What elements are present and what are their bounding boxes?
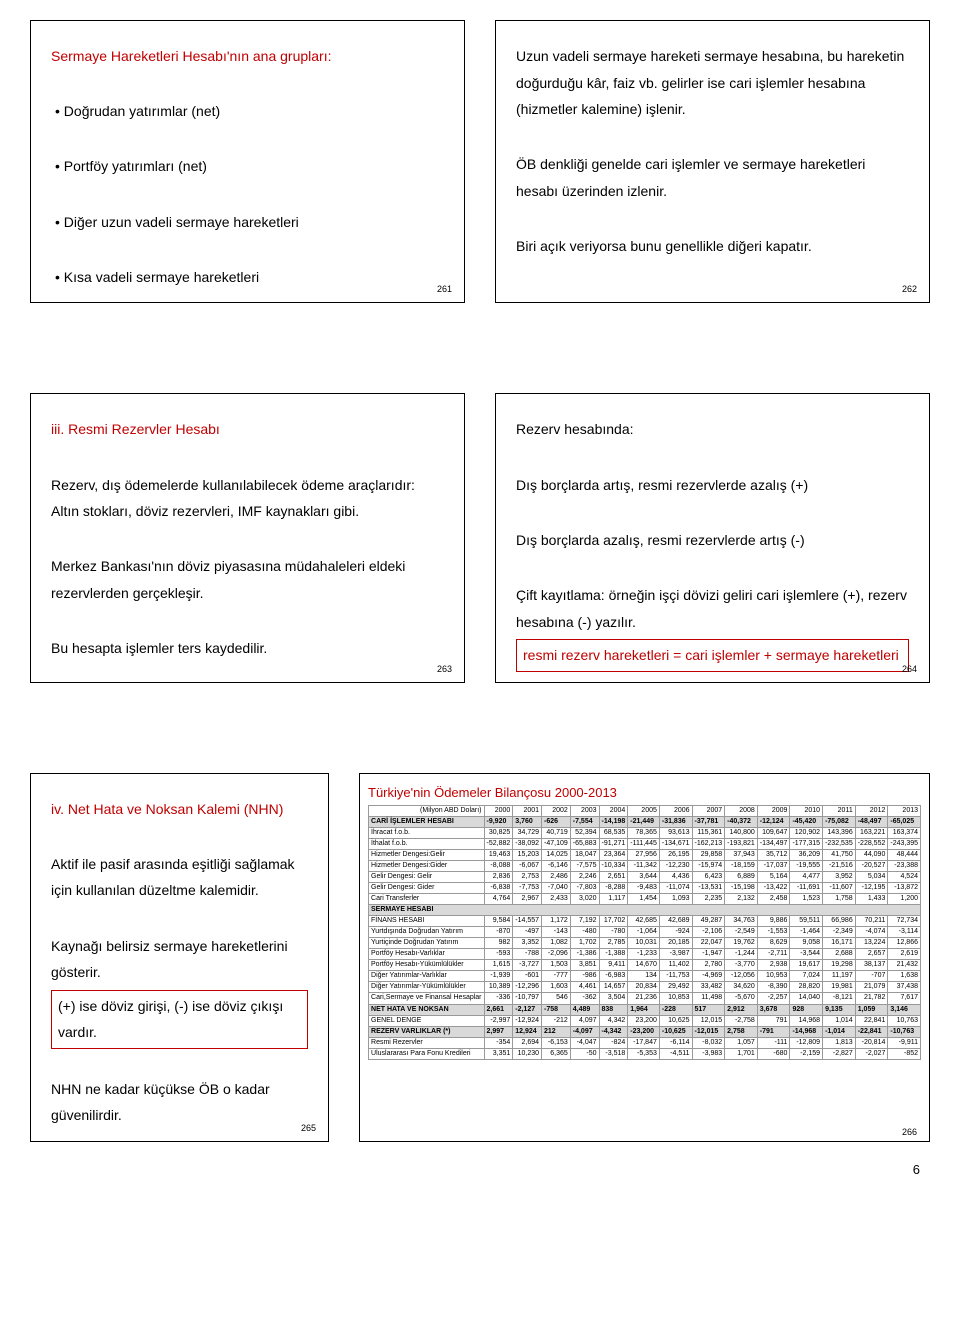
year-header: 2007 xyxy=(692,805,725,816)
slide-263-title: iii. Resmi Rezervler Hesabı xyxy=(51,416,444,443)
table-row: Diğer Yatırımlar-Varlıklar-1,939-601-777… xyxy=(369,971,921,982)
row-1: Sermaye Hareketleri Hesabı'nın ana grupl… xyxy=(30,20,930,303)
table-row: CARİ İŞLEMLER HESABI-9,9203,760-626-7,55… xyxy=(369,816,921,827)
bullet-1: • Doğrudan yatırımlar (net) xyxy=(55,98,444,125)
slide-265: iv. Net Hata ve Noksan Kalemi (NHN) Akti… xyxy=(30,773,329,1142)
table-row: Gelir Dengesi: Gelir2,8362,7532,4862,246… xyxy=(369,871,921,882)
slide-number: 262 xyxy=(902,281,917,298)
para-1: Dış borçlarda artış, resmi rezervlerde a… xyxy=(516,472,909,499)
year-header: 2005 xyxy=(628,805,660,816)
para-3: Biri açık veriyorsa bunu genellikle diğe… xyxy=(516,233,909,260)
table-row: Yurtdışında Doğrudan Yatırım-870-497-143… xyxy=(369,927,921,938)
slide-number: 261 xyxy=(437,281,452,298)
para-2: Dış borçlarda azalış, resmi rezervlerde … xyxy=(516,527,909,554)
table-title: Türkiye'nin Ödemeler Bilançosu 2000-2013 xyxy=(368,786,921,799)
table-row: NET HATA VE NOKSAN2,661-2,127-7584,48983… xyxy=(369,1004,921,1015)
table-row: Resmi Rezervler-3542,694-6,153-4,047-824… xyxy=(369,1037,921,1048)
slide-266: Türkiye'nin Ödemeler Bilançosu 2000-2013… xyxy=(359,773,930,1142)
table-row: FİNANS HESABI9,584-14,5571,1727,19217,70… xyxy=(369,916,921,927)
para-t: Rezerv hesabında: xyxy=(516,416,909,443)
year-header: 2008 xyxy=(725,805,758,816)
year-header: 2002 xyxy=(542,805,571,816)
table-row: Cari Transferler4,7642,9672,4333,0201,11… xyxy=(369,894,921,905)
unit-cell: (Milyon ABD Doları) xyxy=(369,805,485,816)
bop-table-wrap: (Milyon ABD Doları)200020012002200320042… xyxy=(368,805,921,1060)
para-3: Bu hesapta işlemler ters kaydedilir. xyxy=(51,635,444,662)
row-2: iii. Resmi Rezervler Hesabı Rezerv, dış … xyxy=(30,393,930,682)
slide-261: Sermaye Hareketleri Hesabı'nın ana grupl… xyxy=(30,20,465,303)
table-row: Hizmetler Dengesi:Gider-8,088-6,067-6,14… xyxy=(369,860,921,871)
para-1: Rezerv, dış ödemelerde kullanılabilecek … xyxy=(51,472,444,525)
para-3: NHN ne kadar küçükse ÖB o kadar güvenili… xyxy=(51,1076,308,1129)
table-row: Portföy Hesabı-Varlıklar-593-788-2,096-1… xyxy=(369,949,921,960)
table-row: GENEL DENGE-2,997-12,924-2124,0974,34223… xyxy=(369,1015,921,1026)
bullet-2: • Portföy yatırımları (net) xyxy=(55,153,444,180)
table-row: Diğer Yatırımlar-Yükümlülükler10,389-12,… xyxy=(369,982,921,993)
rule-box: (+) ise döviz girişi, (-) ise döviz çıkı… xyxy=(51,990,308,1049)
year-header: 2001 xyxy=(513,805,542,816)
bullet-4: • Kısa vadeli sermaye hareketleri xyxy=(55,264,444,291)
year-header: 2000 xyxy=(484,805,513,816)
para-1: Uzun vadeli sermaye hareketi sermaye hes… xyxy=(516,43,909,123)
slide-number: 266 xyxy=(902,1128,917,1137)
para-3: Çift kayıtlama: örneğin işçi dövizi geli… xyxy=(516,582,909,635)
year-header: 2011 xyxy=(823,805,856,816)
table-row: Hizmetler Dengesi:Gelir19,46315,20314,02… xyxy=(369,849,921,860)
formula-box: resmi rezerv hareketleri = cari işlemler… xyxy=(516,639,909,672)
table-row: SERMAYE HESABI xyxy=(369,905,921,916)
para-2: Merkez Bankası'nın döviz piyasasına müda… xyxy=(51,553,444,606)
year-header: 2012 xyxy=(855,805,888,816)
bullet-3: • Diğer uzun vadeli sermaye hareketleri xyxy=(55,209,444,236)
slide-number: 264 xyxy=(902,661,917,678)
table-row: REZERV VARLIKLAR (*)2,99712,924212-4,097… xyxy=(369,1026,921,1037)
table-row: Gelir Dengesi: Gider-6,838-7,753-7,040-7… xyxy=(369,883,921,894)
year-header: 2013 xyxy=(888,805,921,816)
table-row: Yurtiçinde Doğrudan Yatırım9823,3521,082… xyxy=(369,938,921,949)
slide-261-title: Sermaye Hareketleri Hesabı'nın ana grupl… xyxy=(51,43,444,70)
table-row: Cari,Sermaye ve Finansal Hesaplar-336-10… xyxy=(369,993,921,1004)
year-header: 2009 xyxy=(757,805,790,816)
year-header: 2003 xyxy=(570,805,599,816)
slide-264: Rezerv hesabında: Dış borçlarda artış, r… xyxy=(495,393,930,682)
para-2: Kaynağı belirsiz sermaye hareketlerini g… xyxy=(51,933,308,986)
page-footer: 6 xyxy=(30,1162,930,1177)
page: Sermaye Hareketleri Hesabı'nın ana grupl… xyxy=(0,0,960,1207)
year-header: 2006 xyxy=(659,805,692,816)
para-1: Aktif ile pasif arasında eşitliği sağlam… xyxy=(51,851,308,904)
slide-number: 263 xyxy=(437,661,452,678)
slide-number: 265 xyxy=(301,1120,316,1137)
table-row: Uluslararası Para Fonu Kredileri3,35110,… xyxy=(369,1048,921,1059)
table-row: İthalat f.o.b.-52,882-38,092-47,109-65,8… xyxy=(369,838,921,849)
slide-262: Uzun vadeli sermaye hareketi sermaye hes… xyxy=(495,20,930,303)
slide-265-title: iv. Net Hata ve Noksan Kalemi (NHN) xyxy=(51,796,308,823)
row-3: iv. Net Hata ve Noksan Kalemi (NHN) Akti… xyxy=(30,773,930,1142)
para-2: ÖB denkliği genelde cari işlemler ve ser… xyxy=(516,151,909,204)
year-header: 2004 xyxy=(599,805,628,816)
table-row: İhracat f.o.b.30,82534,72940,71952,39468… xyxy=(369,827,921,838)
table-row: Portföy Hesabı-Yükümlülükler1,615-3,7271… xyxy=(369,960,921,971)
year-header: 2010 xyxy=(790,805,823,816)
slide-263: iii. Resmi Rezervler Hesabı Rezerv, dış … xyxy=(30,393,465,682)
bop-table: (Milyon ABD Doları)200020012002200320042… xyxy=(368,805,921,1060)
